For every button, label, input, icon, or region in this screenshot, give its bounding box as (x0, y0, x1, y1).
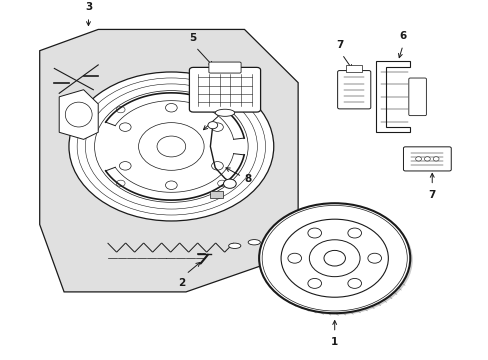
FancyBboxPatch shape (210, 191, 222, 198)
Ellipse shape (215, 109, 234, 116)
Circle shape (116, 107, 125, 113)
Circle shape (116, 180, 125, 186)
Circle shape (261, 205, 412, 315)
Circle shape (262, 206, 407, 311)
Circle shape (281, 219, 387, 297)
Circle shape (347, 228, 361, 238)
Circle shape (119, 162, 131, 170)
Circle shape (211, 162, 223, 170)
Ellipse shape (228, 243, 241, 248)
Circle shape (324, 251, 345, 266)
Text: 6: 6 (399, 31, 406, 41)
Circle shape (259, 203, 409, 313)
Ellipse shape (65, 102, 92, 127)
Text: 8: 8 (244, 174, 251, 184)
FancyBboxPatch shape (346, 65, 361, 72)
Circle shape (165, 181, 177, 189)
Circle shape (217, 180, 226, 186)
Text: 7: 7 (335, 40, 343, 50)
Polygon shape (375, 61, 409, 132)
Ellipse shape (247, 240, 260, 245)
Circle shape (309, 240, 359, 276)
Text: 2: 2 (178, 278, 185, 288)
Text: 7: 7 (427, 190, 435, 200)
Circle shape (424, 157, 429, 161)
Circle shape (69, 72, 273, 221)
FancyBboxPatch shape (208, 62, 241, 73)
Circle shape (287, 253, 301, 263)
Circle shape (217, 107, 226, 113)
Circle shape (223, 179, 236, 188)
Polygon shape (59, 90, 98, 139)
Circle shape (367, 253, 381, 263)
Circle shape (307, 278, 321, 288)
Circle shape (432, 157, 438, 161)
Polygon shape (40, 30, 298, 292)
Circle shape (157, 136, 185, 157)
Circle shape (207, 122, 217, 129)
Circle shape (415, 157, 421, 161)
Text: 5: 5 (189, 32, 197, 42)
Circle shape (211, 123, 223, 131)
FancyBboxPatch shape (337, 71, 370, 109)
Circle shape (307, 228, 321, 238)
Text: 4: 4 (224, 101, 231, 111)
Text: 3: 3 (84, 3, 92, 12)
FancyBboxPatch shape (408, 78, 426, 116)
Circle shape (165, 103, 177, 112)
Circle shape (138, 123, 203, 170)
Circle shape (347, 278, 361, 288)
FancyBboxPatch shape (189, 67, 260, 112)
Text: 1: 1 (330, 337, 338, 347)
FancyBboxPatch shape (403, 147, 450, 171)
Circle shape (119, 123, 131, 131)
